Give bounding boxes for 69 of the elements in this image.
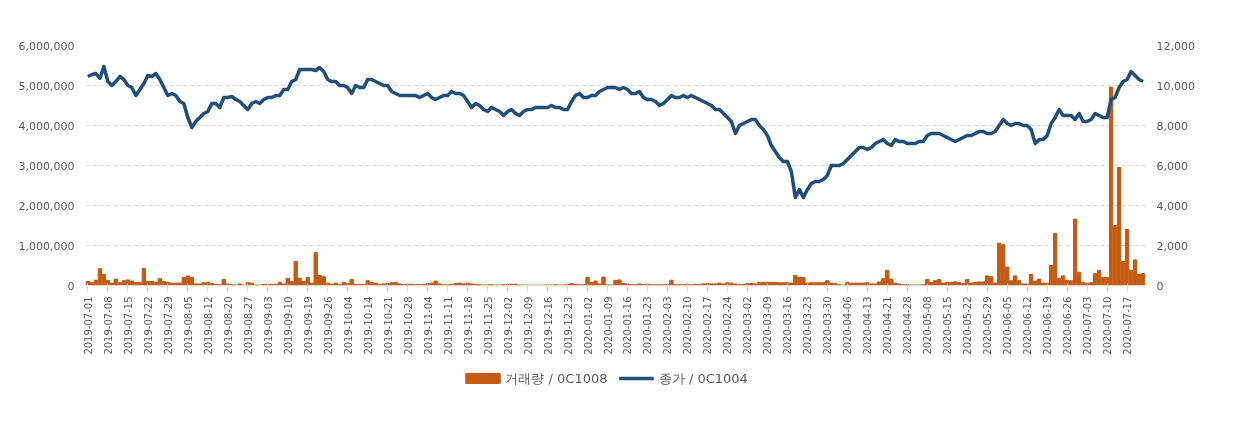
y2-tick-label: 10,000 xyxy=(1156,79,1195,93)
x-tick-label: 2019-08-12 xyxy=(202,296,214,355)
x-tick-label: 2019-10-28 xyxy=(402,296,414,355)
x-tick-label: 2020-01-02 xyxy=(582,296,594,355)
x-tick-label: 2020-06-05 xyxy=(1002,296,1014,355)
x-tick-label: 2020-05-29 xyxy=(982,296,994,355)
x-tick-label: 2020-05-22 xyxy=(962,296,974,355)
x-tick-label: 2020-03-09 xyxy=(762,296,774,355)
x-tick-label: 2020-01-16 xyxy=(622,296,634,355)
x-tick-label: 2020-07-03 xyxy=(1082,296,1094,355)
legend-label: 거래량 / 0C1008 xyxy=(505,371,608,386)
x-tick-label: 2020-02-03 xyxy=(662,296,674,355)
x-tick-label: 2019-11-11 xyxy=(442,296,454,355)
x-tick-label: 2019-12-09 xyxy=(522,296,534,355)
x-tick-label: 2020-04-13 xyxy=(862,296,874,355)
y2-tick-label: 8,000 xyxy=(1156,119,1188,133)
y2-tick-label: 4,000 xyxy=(1156,199,1188,213)
y2-tick-label: 6,000 xyxy=(1156,159,1188,173)
y2-tick-label: 0 xyxy=(1156,279,1164,293)
x-tick-label: 2019-08-20 xyxy=(222,296,234,355)
y-tick-label: 2,000,000 xyxy=(18,199,75,213)
x-tick-label: 2019-10-21 xyxy=(382,296,394,355)
x-tick-label: 2020-03-16 xyxy=(782,296,794,355)
x-tick-label: 2019-12-23 xyxy=(562,296,574,355)
x-tick-label: 2020-07-17 xyxy=(1122,296,1134,355)
x-tick-label: 2020-04-21 xyxy=(882,296,894,355)
x-tick-label: 2020-06-26 xyxy=(1062,296,1074,355)
x-tick-label: 2019-08-27 xyxy=(242,296,254,355)
x-tick-label: 2020-04-06 xyxy=(842,296,854,355)
x-tick-label: 2019-12-16 xyxy=(542,296,554,355)
y-tick-label: 0 xyxy=(67,279,75,293)
y-tick-label: 4,000,000 xyxy=(18,119,75,133)
x-tick-label: 2020-02-24 xyxy=(722,296,734,355)
x-tick-label: 2020-02-17 xyxy=(702,296,714,355)
x-tick-label: 2019-12-02 xyxy=(502,296,514,355)
y-tick-label: 5,000,000 xyxy=(18,79,75,93)
y-tick-label: 6,000,000 xyxy=(18,39,75,53)
x-tick-label: 2020-03-30 xyxy=(822,296,834,355)
x-tick-label: 2020-03-23 xyxy=(802,296,814,355)
x-tick-label: 2020-01-09 xyxy=(602,296,614,355)
y2-tick-label: 2,000 xyxy=(1156,239,1188,253)
y2-tick-label: 12,000 xyxy=(1156,39,1195,53)
x-tick-label: 2019-11-18 xyxy=(462,296,474,355)
x-tick-label: 2020-06-12 xyxy=(1022,296,1034,355)
x-tick-label: 2019-11-25 xyxy=(482,296,494,355)
x-tick-label: 2019-10-04 xyxy=(342,296,354,355)
x-tick-label: 2019-07-15 xyxy=(122,296,134,355)
x-tick-label: 2020-05-08 xyxy=(922,296,934,355)
x-tick-label: 2020-03-02 xyxy=(742,296,754,355)
x-tick-label: 2019-09-03 xyxy=(262,296,274,355)
x-tick-label: 2019-09-10 xyxy=(282,296,294,355)
x-tick-label: 2019-08-05 xyxy=(182,296,194,355)
legend-label: 종가 / 0C1004 xyxy=(658,371,748,386)
x-tick-label: 2020-07-10 xyxy=(1102,296,1114,355)
x-tick-label: 2019-07-01 xyxy=(82,296,94,355)
x-tick-label: 2019-07-29 xyxy=(162,296,174,355)
x-tick-label: 2019-10-14 xyxy=(362,296,374,355)
y-tick-label: 3,000,000 xyxy=(18,159,75,173)
x-tick-label: 2020-04-28 xyxy=(902,296,914,355)
x-tick-label: 2019-11-04 xyxy=(422,296,434,355)
x-tick-label: 2019-07-22 xyxy=(142,296,154,355)
x-tick-label: 2020-02-10 xyxy=(682,296,694,355)
x-tick-label: 2019-09-26 xyxy=(322,296,334,355)
y-tick-label: 1,000,000 xyxy=(18,239,75,253)
x-tick-label: 2020-01-23 xyxy=(642,296,654,355)
x-tick-label: 2020-06-19 xyxy=(1042,296,1054,355)
x-tick-label: 2019-07-08 xyxy=(102,296,114,355)
x-tick-label: 2019-09-19 xyxy=(302,296,314,355)
x-tick-label: 2020-05-15 xyxy=(942,296,954,355)
